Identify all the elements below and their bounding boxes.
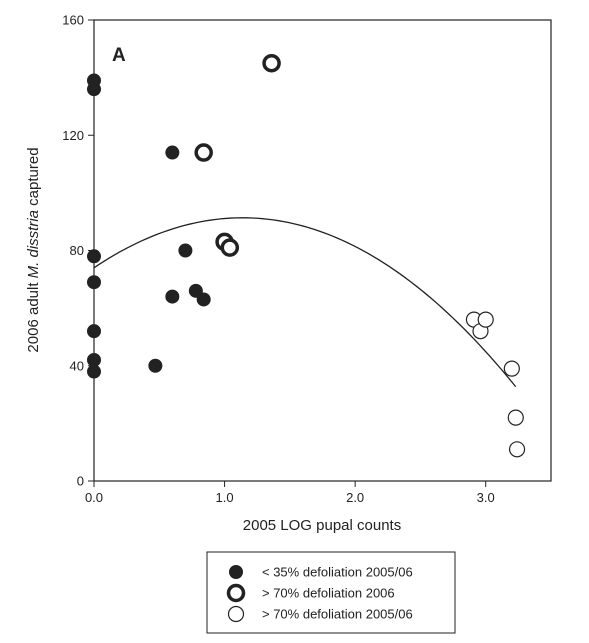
y-axis: 0 40 80 120 160	[62, 13, 94, 489]
y-axis-title-part-3: captured	[25, 147, 42, 210]
legend-entry: > 70% defoliation 2006	[262, 586, 395, 601]
data-point	[194, 143, 213, 162]
data-point	[477, 311, 494, 328]
x-axis-title: 2005 LOG pupal counts	[243, 517, 401, 534]
data-point	[508, 441, 526, 458]
data-point	[87, 324, 101, 339]
plot-frame	[93, 19, 552, 482]
panel-label: A	[112, 45, 126, 66]
legend-marker	[226, 583, 246, 603]
y-tick-label: 40	[70, 358, 84, 373]
y-tick-label: 160	[62, 13, 84, 28]
data-point	[196, 292, 211, 307]
x-tick-label: 2.0	[346, 490, 364, 505]
y-axis-title: 2006 adult M. disstria captured	[25, 147, 42, 352]
data-point	[188, 283, 203, 298]
data-point	[220, 238, 240, 257]
data-point	[87, 275, 101, 290]
data-point	[87, 82, 101, 97]
data-point	[503, 360, 520, 377]
fit-curve	[93, 217, 517, 388]
x-axis: 0.0 1.0 2.0 3.0	[85, 481, 495, 505]
x-tick-label: 3.0	[477, 490, 495, 505]
x-tick-label: 0.0	[85, 490, 103, 505]
data-point	[178, 243, 193, 258]
data-points	[87, 53, 526, 458]
data-point	[87, 249, 101, 264]
legend-marker	[227, 605, 245, 623]
legend-marker	[229, 565, 243, 579]
x-tick-label: 1.0	[216, 490, 234, 505]
legend: < 35% defoliation 2005/06 > 70% defoliati…	[206, 551, 456, 634]
data-point	[262, 53, 281, 73]
legend-entry: < 35% defoliation 2005/06	[262, 565, 413, 580]
y-tick-label: 80	[70, 243, 84, 258]
data-point	[87, 364, 101, 379]
data-point	[165, 289, 180, 304]
data-point	[148, 358, 163, 373]
data-point	[165, 145, 180, 160]
legend-box	[206, 551, 456, 634]
y-axis-title-part-1: 2006 adult	[25, 278, 42, 352]
y-axis-title-species: M. disstria	[25, 210, 42, 278]
y-tick-label: 120	[62, 128, 84, 143]
y-tick-label: 0	[77, 474, 84, 489]
legend-entry: > 70% defoliation 2005/06	[262, 607, 413, 622]
data-point	[507, 409, 524, 426]
legend-items: < 35% defoliation 2005/06 > 70% defoliati…	[226, 565, 413, 623]
